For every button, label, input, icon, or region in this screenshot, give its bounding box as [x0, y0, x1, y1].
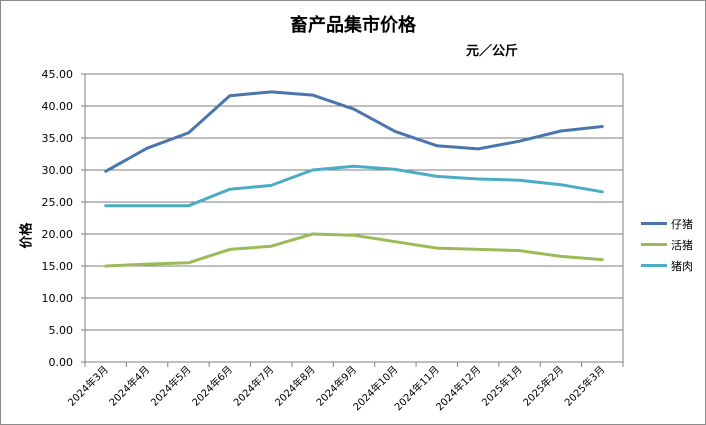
x-tick-label: 2024年8月 — [272, 363, 318, 409]
x-tick-label: 2025年1月 — [479, 363, 525, 409]
legend: 仔猪 活猪 猪肉 — [641, 213, 693, 276]
series-line-3 — [104, 164, 604, 208]
series-line-2 — [104, 232, 604, 268]
x-tick-label: 2024年6月 — [189, 363, 235, 409]
x-tick-label: 2024年5月 — [148, 363, 194, 409]
legend-label: 活猪 — [671, 238, 693, 252]
x-tick-label: 2024年4月 — [106, 363, 152, 409]
x-tick-label: 2024年3月 — [65, 363, 111, 409]
legend-swatch — [641, 243, 667, 246]
y-tick-label: 45.00 — [42, 68, 74, 81]
legend-label: 猪肉 — [671, 259, 693, 273]
unit-label: 元／公斤 — [466, 44, 519, 59]
legend-item: 活猪 — [641, 234, 693, 255]
x-tick-label: 2024年12月 — [433, 363, 483, 413]
y-tick-label: 0.00 — [49, 356, 74, 369]
y-tick-label: 40.00 — [42, 100, 74, 113]
y-tick-label: 30.00 — [42, 164, 74, 177]
legend-swatch — [641, 264, 667, 267]
y-tick-label: 15.00 — [42, 260, 74, 273]
legend-item: 仔猪 — [641, 213, 693, 234]
legend-swatch — [641, 222, 667, 225]
y-tick-label: 25.00 — [42, 196, 74, 209]
chart-title: 畜产品集市价格 — [290, 15, 416, 36]
legend-label: 仔猪 — [671, 217, 693, 231]
y-tick-label: 10.00 — [42, 292, 74, 305]
x-tick-label: 2025年2月 — [520, 363, 566, 409]
series-line-1 — [104, 90, 604, 173]
y-tick-label: 20.00 — [42, 228, 74, 241]
y-tick-label: 35.00 — [42, 132, 74, 145]
x-tick-label: 2025年3月 — [562, 363, 608, 409]
y-tick-label: 5.00 — [49, 324, 74, 337]
x-tick-label: 2024年7月 — [231, 363, 277, 409]
x-tick-label: 2024年9月 — [313, 363, 359, 409]
legend-item: 猪肉 — [641, 255, 693, 276]
